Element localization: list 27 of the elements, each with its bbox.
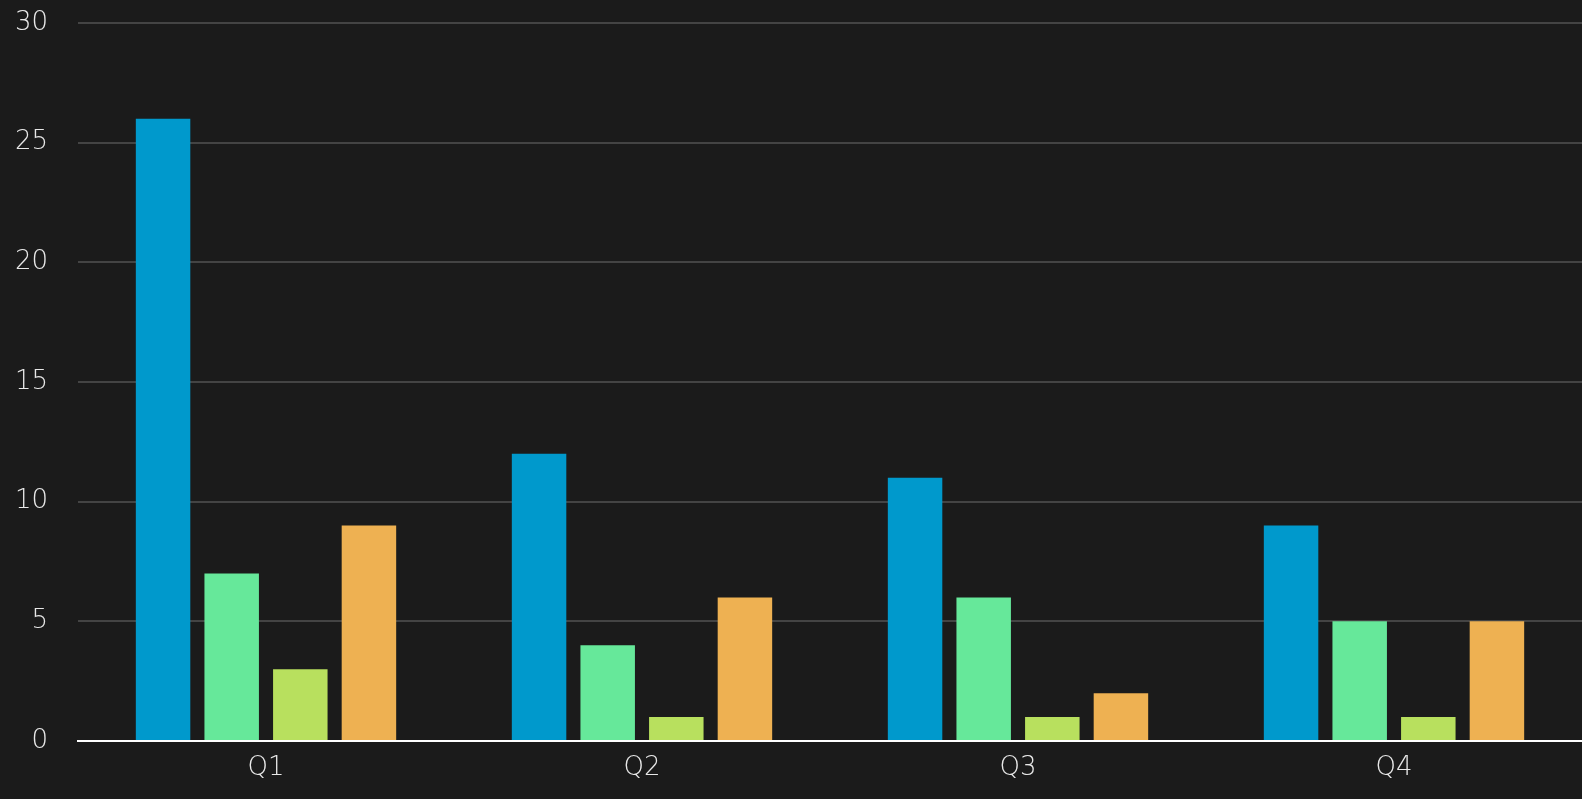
x-tick-label: Q3: [999, 751, 1037, 782]
bar: [649, 717, 704, 740]
bar: [273, 669, 328, 740]
y-tick-label: 30: [14, 5, 48, 36]
bar: [341, 525, 397, 740]
bar: [135, 118, 191, 740]
x-tick-label: Q1: [247, 751, 285, 782]
y-tick-label: 25: [14, 125, 48, 156]
bar: [1469, 621, 1525, 740]
y-tick-label: 20: [14, 245, 48, 276]
bar: [511, 453, 567, 740]
bar: [204, 573, 259, 740]
bar: [1332, 621, 1387, 740]
bar: [887, 477, 943, 740]
bar: [1401, 717, 1456, 740]
x-tick-label: Q4: [1375, 751, 1413, 782]
y-tick-label: 0: [31, 723, 48, 754]
y-tick-label: 5: [31, 604, 48, 635]
bar: [956, 597, 1011, 740]
x-tick-label: Q2: [623, 751, 661, 782]
y-tick-label: 15: [14, 364, 48, 395]
bar: [1025, 717, 1080, 740]
bar: [1263, 525, 1319, 740]
bar: [1093, 693, 1149, 740]
bar: [580, 645, 635, 740]
y-tick-label: 10: [14, 484, 48, 515]
bar: [717, 597, 773, 740]
